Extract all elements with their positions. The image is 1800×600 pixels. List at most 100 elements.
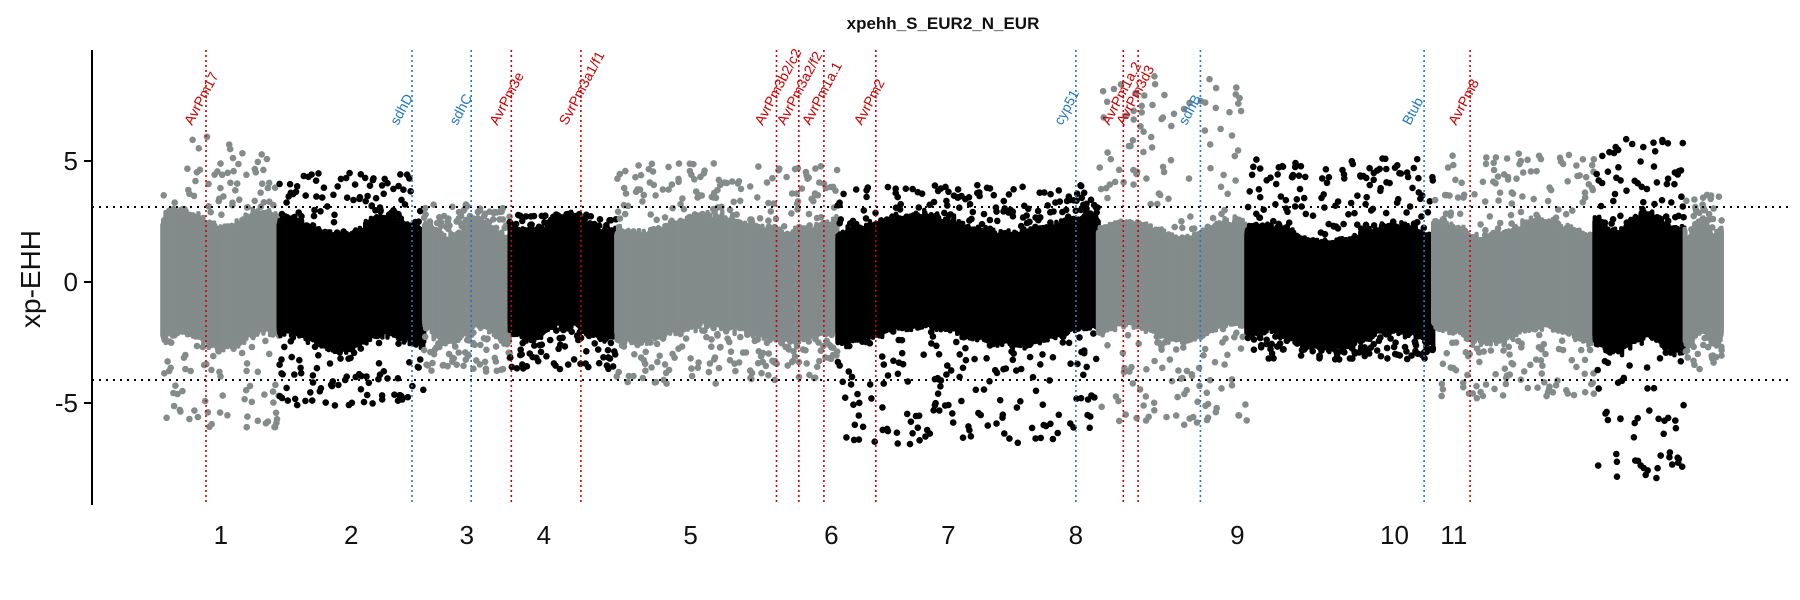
snp-point: [254, 417, 262, 425]
snp-point: [999, 411, 1007, 419]
snp-point: [1002, 365, 1010, 372]
snp-point: [347, 354, 354, 362]
snp-point: [420, 346, 428, 354]
snp-point: [366, 182, 374, 189]
snp-point: [791, 353, 799, 360]
snp-point: [737, 185, 745, 193]
snp-point: [600, 354, 607, 361]
snp-point: [902, 185, 910, 192]
snp-point: [322, 399, 330, 406]
snp-point: [186, 415, 193, 423]
snp-point: [308, 397, 316, 404]
snp-point: [370, 175, 377, 182]
snp-point: [871, 438, 878, 446]
snp-point: [400, 186, 407, 193]
snp-point: [1039, 351, 1046, 358]
snp-point: [596, 216, 604, 223]
snp-point: [219, 392, 226, 399]
snp-point: [363, 373, 370, 380]
snp-point: [909, 430, 916, 437]
snp-point: [1080, 189, 1088, 197]
snp-point: [698, 192, 706, 199]
snp-point: [395, 182, 402, 190]
snp-point: [1279, 163, 1287, 170]
snp-point: [993, 420, 1000, 427]
snp-point: [208, 420, 215, 428]
snp-point: [1213, 404, 1220, 412]
snp-point: [965, 194, 973, 201]
snp-point: [293, 401, 301, 409]
snp-point: [1172, 412, 1180, 419]
snp-point: [811, 374, 819, 382]
snp-point: [552, 362, 559, 369]
chart-title: xpehh_S_EUR2_N_EUR: [847, 14, 1040, 33]
snp-point: [1221, 361, 1228, 368]
snp-point: [546, 336, 554, 344]
snp-point: [1179, 224, 1186, 232]
snp-point: [224, 169, 231, 177]
snp-point: [310, 212, 318, 220]
snp-point: [297, 364, 304, 372]
snp-point: [484, 335, 491, 343]
snp-point: [614, 208, 622, 215]
snp-point: [542, 212, 549, 219]
chromosome-2-points: [276, 169, 427, 409]
snp-point: [455, 349, 463, 356]
snp-point: [350, 196, 357, 204]
snp-point: [357, 171, 365, 178]
snp-point: [632, 173, 639, 181]
snp-point: [648, 364, 655, 371]
snp-point: [1009, 213, 1017, 220]
snp-point: [1209, 214, 1217, 222]
snp-point: [335, 381, 342, 389]
snp-point: [1005, 191, 1013, 198]
snp-point: [453, 361, 461, 369]
snp-point: [708, 343, 715, 351]
snp-point: [916, 437, 923, 444]
snp-point: [217, 373, 224, 380]
snp-point: [1293, 196, 1301, 203]
snp-point: [736, 197, 744, 205]
snp-point: [229, 199, 236, 206]
snp-point: [894, 193, 901, 201]
snp-point: [1130, 181, 1137, 188]
snp-point: [746, 183, 754, 190]
snp-point: [616, 170, 624, 178]
snp-point: [1244, 334, 1252, 342]
snp-point: [884, 183, 892, 191]
snp-point: [866, 381, 874, 388]
snp-point: [248, 398, 256, 406]
snp-point: [196, 166, 204, 174]
snp-point: [1295, 172, 1303, 179]
snp-point: [324, 203, 331, 210]
snp-point: [954, 186, 962, 193]
snp-point: [476, 206, 484, 214]
snp-point: [205, 203, 212, 210]
snp-point: [220, 193, 227, 200]
snp-point: [1120, 179, 1127, 186]
snp-point: [1143, 175, 1150, 182]
snp-point: [1142, 393, 1150, 400]
snp-point: [711, 354, 719, 361]
snp-point: [930, 198, 938, 206]
snp-point: [810, 197, 817, 205]
snp-point: [665, 163, 672, 171]
snp-point: [795, 358, 803, 366]
snp-point: [653, 340, 661, 348]
snp-point: [717, 343, 724, 351]
snp-point: [1282, 196, 1290, 204]
snp-point: [1289, 171, 1297, 179]
snp-point-max: [710, 160, 718, 167]
snp-point: [182, 365, 189, 373]
snp-point: [816, 357, 823, 365]
snp-point: [953, 338, 960, 346]
snp-point: [758, 369, 765, 377]
snp-point: [350, 349, 358, 357]
snp-point: [1055, 411, 1063, 419]
snp-point: [499, 365, 507, 373]
snp-point: [460, 362, 467, 370]
snp-point: [184, 165, 191, 172]
snp-point: [665, 366, 673, 374]
snp-point: [890, 357, 897, 365]
